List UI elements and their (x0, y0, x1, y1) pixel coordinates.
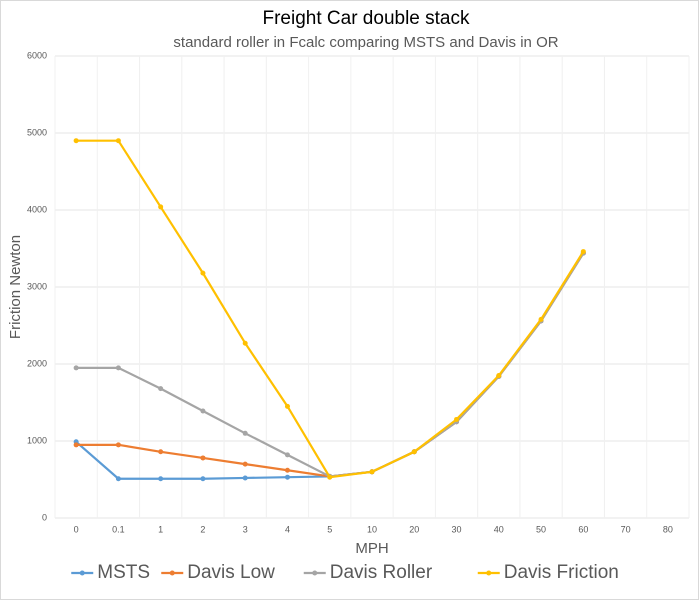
data-point (158, 386, 164, 392)
chart-subtitle: standard roller in Fcalc comparing MSTS … (173, 34, 558, 51)
x-tick-label: 30 (452, 524, 462, 534)
data-point (242, 340, 248, 346)
y-tick-label: 3000 (27, 281, 47, 291)
x-tick-label: 80 (663, 524, 673, 534)
data-point (73, 138, 79, 144)
legend-label: Davis Friction (504, 562, 619, 583)
data-point (115, 476, 121, 482)
y-axis-label: Friction Newton (7, 235, 24, 339)
legend-label: Davis Low (187, 562, 275, 583)
data-point (200, 270, 206, 276)
data-point (115, 365, 121, 371)
legend-label: MSTS (97, 562, 150, 583)
legend-marker (486, 570, 492, 576)
x-tick-label: 70 (621, 524, 631, 534)
x-tick-label: 3 (243, 524, 248, 534)
chart-title: Freight Car double stack (263, 8, 470, 29)
data-point (284, 467, 290, 473)
legend-marker (312, 570, 318, 576)
x-tick-label: 1 (158, 524, 163, 534)
y-tick-label: 2000 (27, 358, 47, 368)
x-tick-label: 0.1 (112, 524, 125, 534)
legend-marker (169, 570, 175, 576)
data-point (411, 449, 417, 455)
y-tick-label: 5000 (27, 127, 47, 137)
data-point (158, 449, 164, 455)
x-tick-label: 10 (367, 524, 377, 534)
data-point (73, 442, 79, 448)
data-point (242, 430, 248, 436)
data-point (327, 474, 333, 480)
data-point (284, 474, 290, 480)
data-point (200, 408, 206, 414)
legend-marker (79, 570, 85, 576)
x-tick-label: 50 (536, 524, 546, 534)
data-point (454, 416, 460, 422)
y-tick-label: 6000 (27, 50, 47, 60)
x-tick-label: 2 (200, 524, 205, 534)
data-point (158, 204, 164, 210)
legend-label: Davis Roller (330, 562, 433, 583)
data-point (200, 476, 206, 482)
data-point (284, 452, 290, 458)
x-tick-label: 60 (578, 524, 588, 534)
y-tick-label: 1000 (27, 435, 47, 445)
data-point (284, 403, 290, 409)
data-point (73, 365, 79, 371)
x-tick-label: 5 (327, 524, 332, 534)
x-tick-label: 0 (74, 524, 79, 534)
data-point (242, 461, 248, 467)
data-point (538, 316, 544, 322)
data-point (158, 476, 164, 482)
y-tick-label: 4000 (27, 204, 47, 214)
data-point (496, 373, 502, 379)
x-tick-label: 20 (409, 524, 419, 534)
y-tick-label: 0 (42, 512, 47, 522)
x-axis-label: MPH (355, 540, 388, 557)
x-tick-label: 4 (285, 524, 290, 534)
data-point (369, 469, 375, 475)
data-point (580, 249, 586, 255)
data-point (115, 442, 121, 448)
x-tick-label: 40 (494, 524, 504, 534)
data-point (115, 138, 121, 144)
data-point (242, 475, 248, 481)
data-point (200, 455, 206, 461)
